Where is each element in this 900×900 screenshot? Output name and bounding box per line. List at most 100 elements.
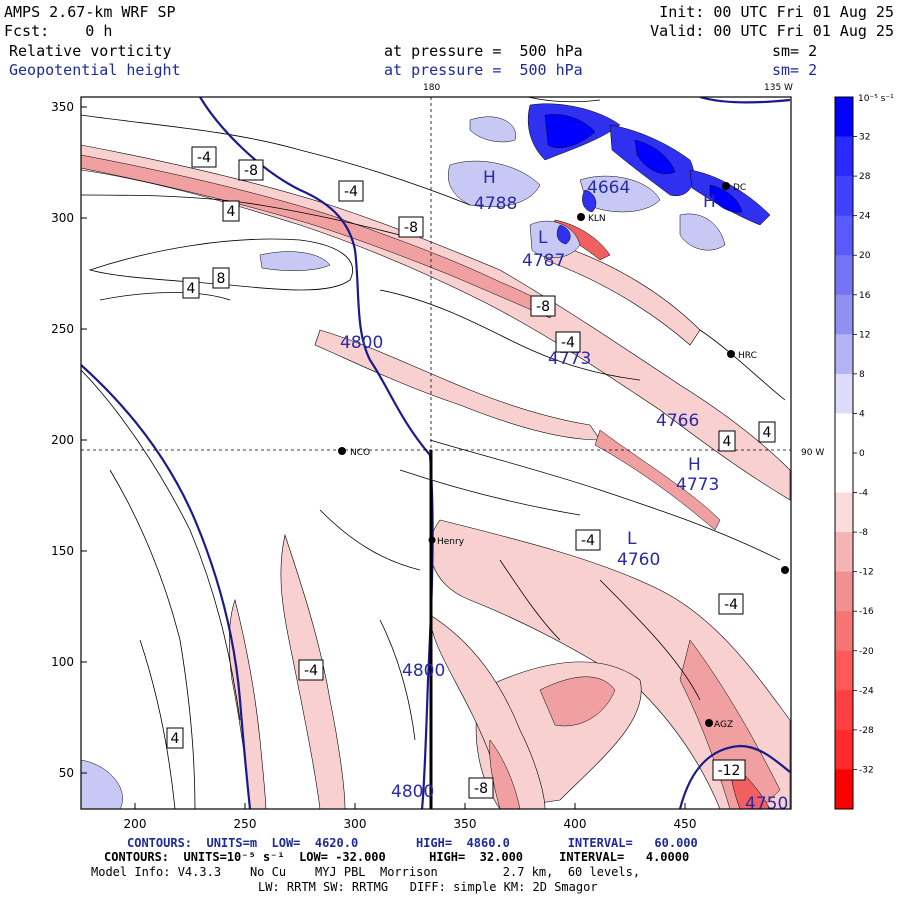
vorticity-labels: -4 -8 -4 4 -8 8 4 -8 -4 4 4 -4 -4 -4 4 -8 -12: [166, 146, 776, 799]
height-label: 4788: [474, 194, 517, 214]
meridian-top-label: 180: [423, 83, 440, 93]
svg-text:-4: -4: [197, 150, 211, 166]
vorticity-label: -8: [398, 216, 424, 238]
vorticity-label: -8: [530, 295, 556, 317]
field1-level: at pressure = 500 hPa: [384, 42, 583, 60]
svg-text:4: 4: [227, 204, 236, 220]
height-labels: 4800 4800 4800 4788 4787 4773 4766 4773 …: [340, 178, 788, 809]
height-label: 4800: [402, 661, 445, 681]
vorticity-label: 4: [758, 421, 776, 443]
svg-text:-8: -8: [536, 299, 550, 315]
vorticity-contour-info: CONTOURS: UNITS=10⁻⁵ s⁻¹ LOW= -32.000 HI…: [104, 850, 690, 864]
center-label: H: [483, 168, 496, 188]
y-tick-label: 300: [51, 211, 74, 225]
station-label-agz: AGZ: [714, 720, 733, 730]
meridian-right-label: 135 W: [764, 83, 793, 93]
vorticity-label: -8: [238, 159, 264, 181]
svg-text:-8: -8: [404, 220, 418, 236]
y-tick-label: 200: [51, 433, 74, 447]
x-tick-label: 450: [674, 817, 697, 831]
vorticity-label: -4: [298, 659, 324, 681]
parallel-label: 90 W: [801, 448, 824, 458]
y-tick-label: 100: [51, 655, 74, 669]
height-label: 4773: [676, 475, 719, 495]
station-dot: [705, 719, 713, 727]
station-dot: [781, 566, 789, 574]
station-labels: NCO Henry KLN HRC AGZ DC: [350, 183, 757, 730]
svg-text:-4: -4: [304, 663, 318, 679]
colorbar-swatch: [835, 176, 853, 216]
vorticity-height-map: NCO Henry KLN HRC AGZ DC 4800 4800 4800 …: [51, 83, 894, 831]
colorbar-swatch: [835, 571, 853, 612]
colorbar-label: -16: [859, 607, 874, 617]
vorticity-contours: [81, 97, 786, 809]
vorticity-label: 4: [182, 277, 200, 299]
station-dot: [338, 447, 346, 455]
colorbar-label: -20: [859, 647, 874, 657]
colorbar-swatch: [835, 650, 853, 691]
station-dot: [577, 213, 585, 221]
colorbar-unit: 10⁻⁵ s⁻¹: [858, 94, 894, 104]
x-tick-label: 200: [124, 817, 147, 831]
height-label: 4664: [587, 178, 630, 198]
vorticity-label: 4: [166, 727, 184, 749]
colorbar-label: 32: [859, 133, 870, 143]
x-axis: 200 250 300 350 400 450: [124, 803, 697, 831]
x-tick-label: 350: [454, 817, 477, 831]
station-label-kln: KLN: [588, 214, 606, 224]
colorbar-swatch: [835, 373, 853, 414]
vorticity-label: 4: [718, 430, 736, 452]
station-dot: [727, 350, 735, 358]
center-label: H: [688, 455, 701, 475]
y-tick-label: 350: [51, 100, 74, 114]
svg-text:-8: -8: [474, 781, 488, 797]
colorbar-swatch: [835, 453, 853, 493]
svg-text:-4: -4: [581, 533, 595, 549]
colorbar-swatch: [835, 334, 853, 375]
colorbar-swatch: [835, 294, 853, 335]
colorbar-label: -28: [859, 726, 874, 736]
colorbar-label: -4: [859, 489, 868, 499]
y-tick-label: 250: [51, 322, 74, 336]
height-label: 4800: [340, 333, 383, 353]
extreme-positive-vorticity: [544, 114, 743, 213]
vorticity-label: -4: [191, 146, 217, 168]
valid-time: Valid: 00 UTC Fri 01 Aug 25: [650, 22, 894, 40]
svg-text:-4: -4: [344, 184, 358, 200]
field2-level: at pressure = 500 hPa: [384, 61, 583, 79]
vorticity-label: -12: [712, 759, 746, 781]
model-title: AMPS 2.67-km WRF SP: [4, 3, 176, 21]
colorbar: 32 28 24 20 16 12 8 4 0 -4 -8 -12 -16 -20 -24 -28 -32: [834, 96, 874, 810]
colorbar-label: -24: [859, 686, 874, 696]
colorbar-label: 12: [859, 330, 870, 340]
y-tick-label: 150: [51, 544, 74, 558]
height-label: 4787: [522, 251, 565, 271]
field1-name: Relative vorticity: [9, 42, 172, 60]
plot-frame: [80, 96, 792, 810]
station-label-henry: Henry: [437, 537, 465, 547]
svg-text:4: 4: [171, 731, 180, 747]
svg-text:-12: -12: [718, 763, 741, 779]
vorticity-label: -4: [718, 593, 744, 615]
svg-text:4: 4: [723, 434, 732, 450]
station-dot: [428, 536, 436, 544]
colorbar-swatch: [835, 136, 853, 177]
x-tick-label: 250: [234, 817, 257, 831]
colorbar-label: -8: [859, 528, 868, 538]
model-info: Model Info: V4.3.3 No Cu MYJ PBL Morriso…: [91, 865, 641, 879]
graticule-lines: [81, 97, 791, 451]
svg-text:8: 8: [217, 271, 226, 287]
colorbar-label: 20: [859, 251, 871, 261]
height-label: 4760: [617, 550, 660, 570]
x-tick-label: 300: [344, 817, 367, 831]
colorbar-swatch: [835, 611, 853, 652]
colorbar-swatch: [835, 492, 853, 533]
station-dot: [722, 182, 730, 190]
vorticity-label: 8: [212, 267, 230, 289]
vorticity-label: -4: [575, 529, 601, 551]
svg-text:-8: -8: [244, 163, 258, 179]
height-label: 4800: [391, 782, 434, 802]
vorticity-label: 4: [222, 200, 240, 222]
vorticity-label: -4: [338, 180, 364, 202]
colorbar-swatch: [835, 769, 853, 810]
